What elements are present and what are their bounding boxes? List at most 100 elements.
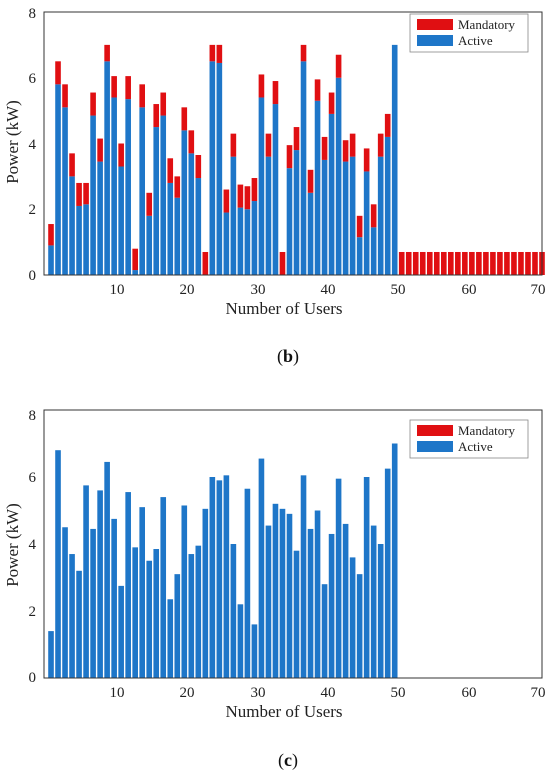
y-tick-label: 4 — [29, 537, 37, 553]
bar-mandatory-b-68 — [518, 251, 524, 275]
bar-mandatory-b-67 — [511, 251, 517, 275]
bar-active-c-11 — [118, 585, 124, 679]
bar-active-c-50 — [391, 443, 398, 678]
x-tick-label: 50 — [391, 282, 406, 298]
bar-mandatory-b-58 — [448, 251, 454, 275]
x-tick-label: 20 — [180, 282, 195, 298]
bar-mandatory-b-36 — [293, 127, 300, 151]
bar-mandatory-b-24 — [209, 44, 216, 62]
bar-active-b-42 — [335, 77, 342, 275]
caption-c: (c) — [278, 750, 298, 771]
bar-active-b-50 — [391, 44, 398, 276]
chart-b: 0 2 4 6 8 10 20 30 40 50 60 70 Number of… — [3, 6, 546, 367]
bar-active-c-16 — [153, 549, 160, 678]
bar-mandatory-b-13 — [132, 248, 138, 271]
bar-active-b-31 — [258, 97, 265, 275]
bar-active-c-27 — [230, 544, 237, 678]
y-tick-label: 4 — [29, 137, 37, 153]
y-axis-label: Power (kW) — [3, 503, 22, 587]
bar-active-b-3 — [62, 107, 68, 275]
x-axis-label: Number of Users — [225, 702, 342, 721]
bars-c — [48, 443, 398, 679]
bar-active-b-20 — [181, 130, 188, 275]
bar-active-b-11 — [118, 166, 124, 275]
bar-mandatory-b-45 — [356, 215, 363, 238]
bar-active-b-5 — [76, 205, 82, 275]
bar-active-c-35 — [286, 513, 293, 678]
bar-active-b-2 — [55, 84, 61, 275]
bar-mandatory-b-40 — [321, 136, 328, 160]
bar-active-b-41 — [328, 113, 335, 275]
bar-active-b-38 — [307, 192, 314, 275]
bar-active-c-44 — [349, 557, 356, 678]
bar-mandatory-b-31 — [258, 74, 265, 98]
bar-mandatory-b-47 — [370, 204, 377, 228]
bar-mandatory-b-61 — [469, 251, 475, 275]
bar-mandatory-b-56 — [433, 251, 440, 275]
x-tick-label: 10 — [110, 685, 125, 701]
bar-mandatory-b-51 — [398, 251, 405, 275]
legend-label-mandatory: Mandatory — [458, 17, 516, 32]
bar-active-c-36 — [293, 550, 300, 678]
bar-mandatory-b-6 — [83, 182, 89, 205]
bar-active-b-33 — [272, 104, 279, 275]
bar-active-c-24 — [209, 477, 216, 678]
bar-active-c-38 — [307, 528, 314, 678]
bar-active-c-29 — [244, 488, 251, 678]
bar-active-c-10 — [111, 518, 117, 679]
x-ticks-c: 10 20 30 40 50 60 70 — [110, 685, 546, 701]
legend-label-mandatory: Mandatory — [458, 423, 516, 438]
bar-mandatory-b-48 — [377, 133, 384, 157]
bar-mandatory-b-41 — [328, 92, 335, 114]
bar-active-b-1 — [48, 245, 54, 275]
x-tick-label: 40 — [321, 685, 336, 701]
y-ticks-c: 0 2 4 6 8 — [29, 408, 37, 686]
bar-mandatory-b-54 — [419, 251, 426, 275]
bar-active-c-32 — [265, 525, 272, 678]
bar-active-b-18 — [167, 182, 174, 275]
bar-mandatory-b-8 — [97, 138, 103, 162]
bar-mandatory-b-16 — [153, 104, 160, 128]
bar-active-b-46 — [363, 171, 370, 275]
bar-active-c-46 — [363, 477, 370, 678]
bar-mandatory-b-3 — [62, 84, 68, 108]
bar-mandatory-b-69 — [525, 251, 531, 275]
legend-swatch-active — [417, 35, 453, 46]
bar-active-b-12 — [125, 99, 131, 276]
bar-active-b-27 — [230, 156, 237, 275]
x-tick-label: 30 — [251, 282, 266, 298]
bar-mandatory-b-7 — [90, 92, 96, 116]
legend-b: Mandatory Active — [409, 13, 529, 53]
bar-active-b-16 — [153, 127, 160, 275]
bar-mandatory-b-44 — [349, 133, 356, 157]
bar-mandatory-b-21 — [188, 130, 195, 154]
bar-active-b-40 — [321, 159, 328, 275]
bar-active-b-24 — [209, 61, 216, 276]
bar-mandatory-b-1 — [48, 224, 54, 246]
bar-mandatory-b-5 — [76, 182, 82, 206]
bar-active-b-37 — [300, 61, 307, 276]
bar-active-c-17 — [160, 497, 167, 678]
x-tick-label: 60 — [462, 685, 477, 701]
bar-active-b-30 — [251, 201, 258, 275]
bar-active-c-7 — [90, 528, 96, 678]
x-tick-label: 20 — [180, 685, 195, 701]
bar-active-c-49 — [384, 468, 391, 679]
legend-swatch-mandatory — [417, 425, 453, 436]
bar-mandatory-b-9 — [104, 44, 110, 62]
bar-mandatory-b-26 — [223, 189, 230, 213]
bar-mandatory-b-63 — [483, 251, 489, 275]
bar-mandatory-b-30 — [251, 178, 258, 202]
bar-mandatory-b-17 — [160, 92, 167, 116]
bar-mandatory-b-14 — [139, 84, 145, 108]
bar-active-b-47 — [370, 227, 377, 275]
bar-active-b-36 — [293, 150, 300, 275]
bar-mandatory-b-15 — [146, 192, 153, 216]
bar-mandatory-b-39 — [314, 79, 321, 101]
bar-mandatory-b-66 — [504, 251, 510, 275]
bar-mandatory-b-70 — [532, 251, 538, 275]
bar-mandatory-b-33 — [272, 81, 279, 105]
bar-mandatory-b-55 — [426, 251, 433, 275]
bar-mandatory-b-29 — [244, 186, 251, 210]
y-tick-label: 0 — [29, 670, 37, 686]
